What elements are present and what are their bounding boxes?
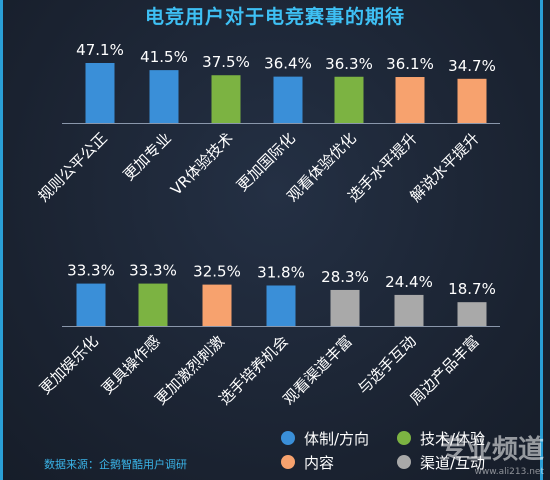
category-label: 更加专业 — [120, 129, 175, 184]
left-border — [0, 0, 3, 480]
watermark-url: www.ali213.net — [475, 467, 545, 477]
value-label: 36.3% — [325, 55, 373, 73]
value-label: 34.7% — [448, 57, 496, 75]
value-label: 33.3% — [129, 262, 177, 280]
value-label: 31.8% — [257, 263, 305, 281]
category-label: 与选手互动 — [354, 332, 420, 398]
bar — [334, 76, 364, 123]
legend-marker — [397, 455, 411, 469]
value-label: 47.1% — [76, 41, 124, 59]
bar — [211, 75, 241, 123]
category-label: 更加国际化 — [233, 129, 299, 195]
data-source: 数据来源：企鹅智酷用户调研 — [44, 458, 187, 471]
legend-marker — [281, 455, 295, 469]
value-label: 18.7% — [448, 280, 496, 298]
bar — [457, 302, 487, 326]
value-label: 24.4% — [385, 273, 433, 291]
bar — [76, 283, 106, 326]
value-label: 37.5% — [202, 53, 250, 71]
bar — [330, 289, 360, 326]
value-label: 41.5% — [140, 48, 188, 66]
legend-label: 渠道/互动 — [420, 454, 485, 472]
legend-marker — [397, 431, 411, 445]
value-label: 32.5% — [193, 263, 241, 281]
chart-title: 电竞用户对于电竞赛事的期待 — [144, 6, 405, 28]
bar — [138, 283, 168, 326]
bar — [395, 77, 425, 123]
right-border — [540, 0, 543, 480]
bar — [149, 70, 179, 123]
category-label: 规则公平公正 — [34, 129, 110, 205]
bar — [457, 78, 487, 123]
bar — [273, 76, 303, 123]
watermark-text: 专业频道 — [440, 434, 544, 465]
legend-label: 内容 — [304, 454, 334, 472]
value-label: 36.4% — [264, 55, 312, 73]
value-label: 36.1% — [386, 55, 434, 73]
legend-marker — [281, 431, 295, 445]
category-label: 更加娱乐化 — [36, 332, 102, 398]
bar — [202, 284, 232, 326]
category-label: 观看渠道丰富 — [279, 332, 355, 408]
value-label: 28.3% — [321, 268, 369, 286]
bar — [266, 285, 296, 326]
bar — [85, 63, 115, 123]
category-label: VR体验技术 — [167, 129, 237, 199]
value-label: 33.3% — [67, 262, 115, 280]
legend-label: 体制/方向 — [304, 430, 369, 448]
legend-label: 技术/体验 — [420, 430, 485, 448]
category-label: 更具操作感 — [98, 332, 164, 398]
bar — [394, 294, 424, 326]
